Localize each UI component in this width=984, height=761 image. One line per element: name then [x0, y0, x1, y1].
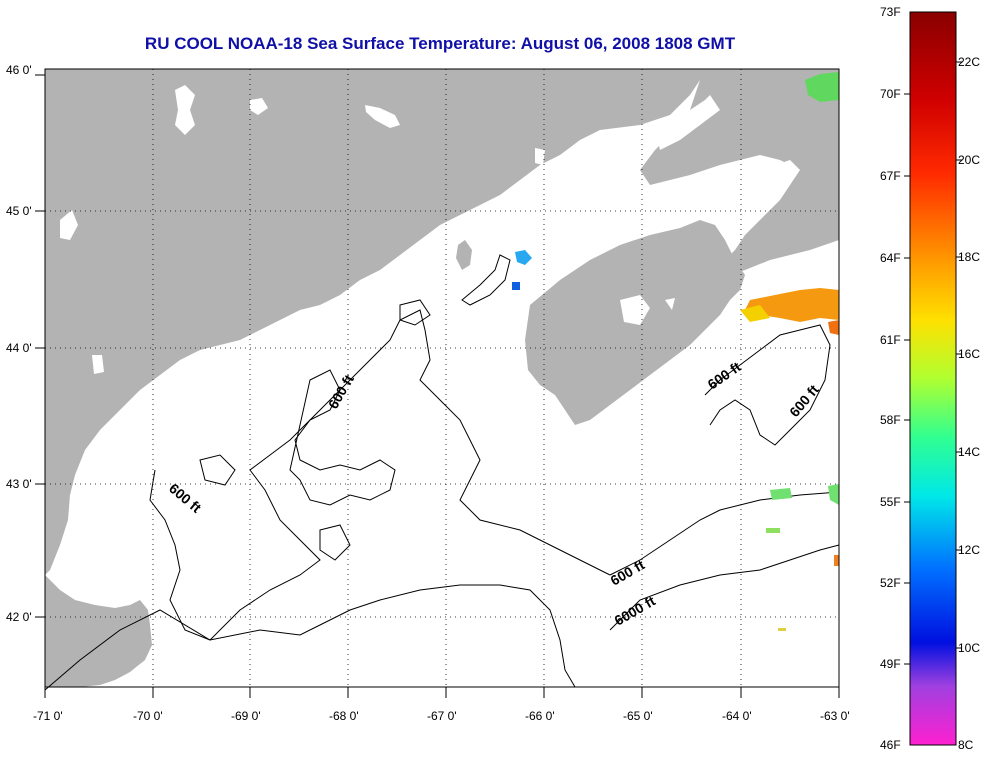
lon-label: -67 0' — [427, 709, 457, 723]
contour-600ft-east — [609, 491, 840, 576]
lat-label: 46 0' — [6, 63, 32, 77]
colorbar — [909, 11, 957, 746]
lat-label: 42 0' — [6, 610, 32, 624]
colorbar-c-label: 8C — [958, 738, 974, 752]
colorbar-f-label: 55F — [880, 495, 901, 509]
colorbar-c-label: 10C — [958, 641, 981, 655]
colorbar-c-label: 18C — [958, 250, 981, 264]
lon-label: -69 0' — [231, 709, 261, 723]
colorbar-c-label: 14C — [958, 445, 981, 459]
lon-label: -63 0' — [820, 709, 850, 723]
lon-label: -68 0' — [329, 709, 359, 723]
contour-600ft-scotian — [704, 324, 831, 446]
lon-label: -66 0' — [525, 709, 555, 723]
land-maine-newbrunswick — [45, 69, 839, 575]
lake — [665, 298, 675, 310]
sst-patch-fundy-2 — [512, 282, 520, 290]
colorbar-f-label: 61F — [880, 333, 901, 347]
colorbar-c-label: 22C — [958, 55, 981, 69]
grid-lines — [45, 69, 839, 687]
sst-patch-fundy — [515, 250, 532, 265]
map-title: RU COOL NOAA-18 Sea Surface Temperature:… — [144, 34, 736, 53]
sst-patch-green-2 — [828, 484, 839, 505]
lake — [92, 355, 104, 374]
colorbar-f-label: 73F — [880, 5, 901, 19]
lake — [710, 160, 800, 190]
sst-patch-orange — [834, 555, 839, 566]
contour-600ft-gulf — [149, 309, 611, 641]
colorbar-ticks — [904, 61, 962, 665]
colorbar-f-label: 64F — [880, 251, 901, 265]
lake — [250, 98, 268, 115]
lat-label: 44 0' — [6, 341, 32, 355]
sst-patch-green-3 — [766, 528, 780, 533]
sst-patch-orange-2 — [828, 320, 839, 335]
contour-banks — [289, 369, 396, 506]
lake — [175, 85, 195, 135]
colorbar-f-label: 49F — [880, 657, 901, 671]
colorbar-c-label: 20C — [958, 153, 981, 167]
land-cape-cod — [45, 575, 152, 687]
land-grand-manan — [456, 240, 472, 270]
lake — [535, 148, 545, 165]
bathymetry-contours — [44, 254, 840, 691]
lon-label: -65 0' — [623, 709, 653, 723]
lake — [365, 105, 400, 128]
sst-patches — [512, 72, 839, 631]
colorbar-f-label: 46F — [880, 738, 901, 752]
colorbar-c-label: 12C — [958, 543, 981, 557]
colorbar-f-label: 70F — [880, 87, 901, 101]
lake — [620, 295, 650, 325]
contour-6000ft — [609, 544, 840, 631]
lon-label: -64 0' — [722, 709, 752, 723]
colorbar-f-label: 58F — [880, 413, 901, 427]
sst-patch-warm-edge — [740, 305, 770, 322]
sst-patch-green-1 — [770, 488, 792, 500]
lon-label: -70 0' — [133, 709, 163, 723]
contour-600ft-shelf — [44, 584, 576, 691]
lakes — [60, 85, 800, 374]
map-frame — [44, 68, 840, 688]
sst-patch-green-top — [805, 72, 839, 102]
lake — [655, 95, 720, 150]
contour-banks-3 — [319, 524, 351, 561]
contour-banks-4 — [199, 454, 236, 486]
contour-600ft-fundy — [461, 254, 511, 306]
sst-patch-yellow — [778, 628, 786, 631]
colorbar-f-label: 52F — [880, 576, 901, 590]
lon-label: -71 0' — [33, 709, 63, 723]
lat-label: 43 0' — [6, 477, 32, 491]
colorbar-c-label: 16C — [958, 347, 981, 361]
axis-ticks — [35, 74, 840, 698]
contour-banks-2 — [399, 299, 431, 326]
lat-label: 45 0' — [6, 204, 32, 218]
lake — [60, 210, 78, 240]
sst-patch-warm — [745, 288, 839, 322]
colorbar-f-label: 67F — [880, 169, 901, 183]
